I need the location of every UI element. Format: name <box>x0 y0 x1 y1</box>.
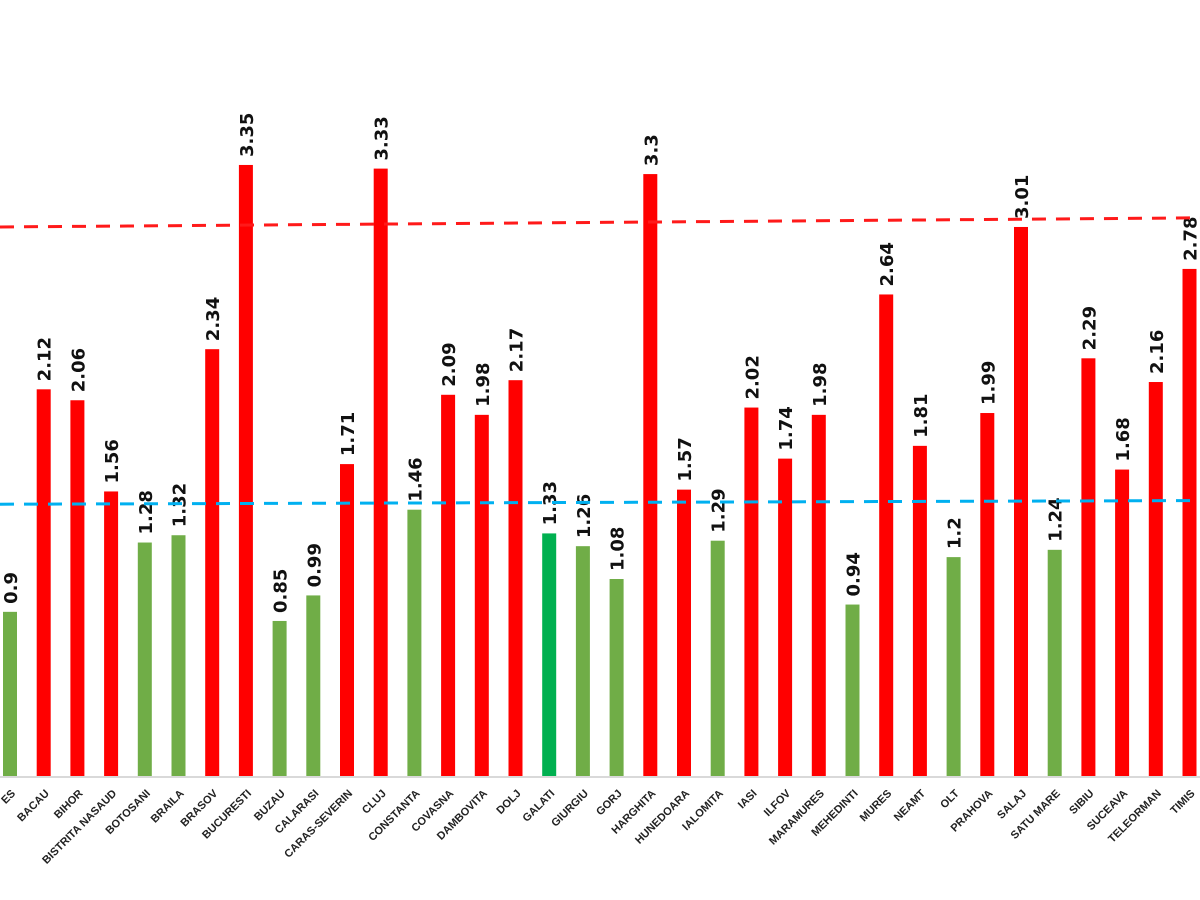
data-label: 1.98 <box>810 362 831 406</box>
data-label: 1.68 <box>1113 417 1134 461</box>
x-tick-label: BIHOR <box>52 788 86 822</box>
bar <box>1081 358 1096 776</box>
x-tick-label: GIURGIU <box>549 788 591 830</box>
bar <box>744 407 759 776</box>
bar <box>677 489 691 776</box>
data-label: 1.71 <box>338 412 359 456</box>
bar <box>36 389 51 776</box>
data-label: 3.33 <box>372 116 393 160</box>
bar <box>845 604 860 776</box>
bar <box>575 546 590 776</box>
bar <box>3 611 17 776</box>
bar <box>407 509 422 776</box>
data-label: 1.26 <box>574 494 595 538</box>
x-tick-label: IASI <box>736 788 760 812</box>
bar <box>980 413 995 776</box>
upper-threshold-line <box>0 216 1200 229</box>
data-label: 2.64 <box>877 242 898 286</box>
data-label: 3.01 <box>1012 175 1033 219</box>
bar <box>542 533 557 776</box>
bar <box>912 445 927 776</box>
data-label: 1.08 <box>608 527 629 571</box>
data-label: 1.29 <box>709 488 730 532</box>
data-label: 2.29 <box>1079 306 1100 350</box>
data-label: 1.56 <box>102 439 123 483</box>
x-tick-label: CLUJ <box>360 788 389 817</box>
x-tick-label: TIMIS <box>1168 788 1197 817</box>
bar <box>508 380 523 776</box>
x-tick-label: BACAU <box>15 788 52 825</box>
data-label: 0.99 <box>304 543 325 587</box>
x-tick-label: DOLJ <box>494 788 523 817</box>
data-label: 1.46 <box>405 457 426 501</box>
data-label: 2.17 <box>507 328 528 372</box>
data-label: 1.98 <box>473 362 494 406</box>
x-tick-label: GORJ <box>594 788 625 819</box>
bar <box>643 174 658 776</box>
data-label: 1.33 <box>540 481 561 525</box>
bar <box>238 164 253 776</box>
bar <box>946 557 961 776</box>
data-label: 2.34 <box>203 297 224 341</box>
data-label: 2.78 <box>1181 217 1200 261</box>
x-tick-label: ES <box>0 788 18 807</box>
bar <box>879 294 894 776</box>
data-label: 1.57 <box>675 437 696 481</box>
data-label: 3.35 <box>237 113 258 157</box>
bar <box>1148 382 1163 776</box>
x-tick-label: NEAMT <box>892 787 928 823</box>
data-label: 1.81 <box>911 393 932 437</box>
bar <box>205 349 220 776</box>
data-label: 0.94 <box>844 552 865 596</box>
data-label: 3.3 <box>641 134 662 166</box>
data-label: 2.16 <box>1147 330 1168 374</box>
bar <box>710 540 725 776</box>
bar <box>1182 268 1197 776</box>
bar <box>171 535 186 776</box>
bar <box>609 579 624 776</box>
lower-threshold-line <box>0 499 1200 506</box>
data-label: 1.2 <box>945 517 966 549</box>
data-label: 2.12 <box>35 337 56 381</box>
data-label: 0.9 <box>1 572 22 604</box>
bar <box>1115 469 1130 776</box>
x-tick-label: SIBIU <box>1067 788 1096 817</box>
x-tick-label: SALAJ <box>995 788 1029 822</box>
data-label: 0.85 <box>271 569 292 613</box>
bar <box>272 620 287 776</box>
x-tick-label: MURES <box>858 788 895 825</box>
bar <box>306 595 321 776</box>
data-label: 1.24 <box>1046 497 1067 541</box>
data-label: 2.06 <box>68 348 89 392</box>
data-label: 2.09 <box>439 342 460 386</box>
bar <box>474 414 489 776</box>
data-label: 1.99 <box>978 361 999 405</box>
bar <box>70 400 85 776</box>
bar <box>778 458 793 776</box>
data-label: 1.28 <box>136 490 157 534</box>
x-tick-label: OLT <box>938 787 962 811</box>
bar <box>340 464 354 776</box>
bar <box>373 168 388 776</box>
bar <box>137 542 152 776</box>
data-label: 2.02 <box>742 355 763 399</box>
x-tick-label: ILFOV <box>762 787 794 819</box>
data-label: 1.74 <box>776 406 797 450</box>
bar <box>104 491 119 776</box>
bar <box>1047 549 1062 776</box>
bar <box>441 394 456 776</box>
bar <box>811 414 826 776</box>
